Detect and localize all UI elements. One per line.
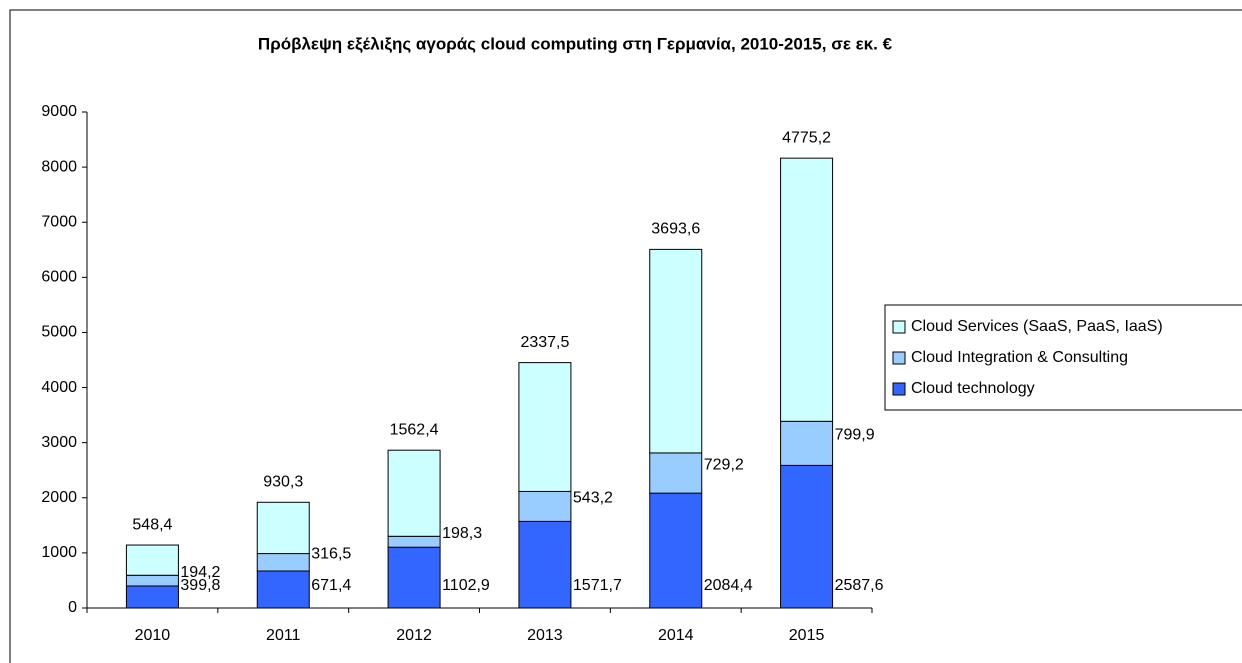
x-tick-label: 2014	[658, 627, 694, 644]
legend-label: Cloud Integration & Consulting	[911, 349, 1128, 366]
bar-segment	[256, 501, 310, 555]
bar-segment	[125, 574, 179, 587]
data-label: 1102,9	[442, 577, 490, 594]
x-tick-label: 2011	[266, 627, 301, 644]
bar-segment	[387, 535, 441, 548]
x-tick-label: 2010	[135, 627, 171, 644]
data-label: 3693,6	[651, 221, 700, 238]
y-tick-label: 8000	[41, 158, 77, 175]
bar-segment	[518, 520, 572, 609]
bar-segment	[518, 490, 572, 522]
data-label: 2337,5	[520, 334, 569, 351]
data-label: 198,3	[442, 525, 482, 542]
bar-segment	[518, 362, 572, 492]
y-tick-label: 4000	[41, 379, 77, 396]
bar-segment	[780, 420, 834, 466]
data-label: 548,4	[132, 516, 172, 533]
data-label: 930,3	[263, 474, 303, 491]
data-label: 4775,2	[782, 129, 831, 146]
x-tick-label: 2015	[789, 627, 825, 644]
bar-segment	[256, 553, 310, 572]
data-label: 729,2	[704, 456, 744, 473]
bar-segment	[649, 492, 703, 609]
bar-segment	[649, 452, 703, 494]
legend-swatch	[892, 320, 906, 334]
bar-segment	[780, 157, 834, 422]
y-tick-label: 3000	[41, 434, 77, 451]
data-label: 543,2	[573, 490, 613, 507]
y-tick-label: 2000	[41, 489, 77, 506]
data-label: 2587,6	[835, 577, 884, 594]
legend-swatch	[892, 351, 906, 365]
bar-segment	[125, 585, 179, 609]
legend-box	[884, 304, 1242, 411]
data-label: 1562,4	[390, 421, 439, 438]
chart-title: Πρόβλεψη εξέλιξης αγοράς cloud computing…	[258, 34, 893, 53]
data-label: 399,8	[180, 577, 220, 594]
bar-segment	[125, 544, 179, 576]
bar-segment	[780, 464, 834, 609]
y-tick-label: 5000	[41, 324, 77, 341]
bar-segment	[387, 546, 441, 609]
data-label: 194,2	[180, 564, 220, 581]
data-label: 2084,4	[704, 577, 753, 594]
x-tick-label: 2013	[527, 627, 563, 644]
bar-segment	[387, 449, 441, 537]
legend-label: Cloud technology	[911, 380, 1035, 397]
legend-label: Cloud Services (SaaS, PaaS, IaaS)	[911, 318, 1163, 335]
x-tick-label: 2012	[396, 627, 432, 644]
data-label: 799,9	[835, 427, 875, 444]
bar-segment	[649, 248, 703, 454]
data-label: 671,4	[311, 577, 351, 594]
y-tick-label: 7000	[41, 213, 77, 230]
y-tick-label: 1000	[41, 544, 77, 561]
bar-segment	[256, 570, 310, 609]
y-tick-label: 9000	[41, 103, 77, 120]
y-tick-label: 0	[68, 599, 77, 616]
data-label: 316,5	[311, 545, 351, 562]
y-tick-label: 6000	[41, 269, 77, 286]
legend-swatch	[892, 382, 906, 396]
data-label: 1571,7	[573, 577, 622, 594]
